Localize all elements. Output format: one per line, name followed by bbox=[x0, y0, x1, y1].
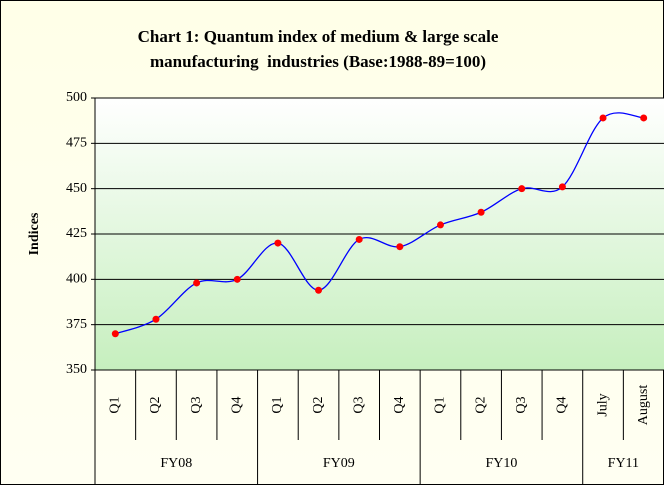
data-point bbox=[355, 235, 363, 243]
data-point bbox=[152, 315, 160, 323]
data-point bbox=[274, 239, 282, 247]
y-axis-label: Indices bbox=[27, 212, 42, 255]
x-tick-label: Q2 bbox=[473, 396, 488, 413]
group-label: FY10 bbox=[485, 456, 517, 471]
data-point bbox=[193, 279, 201, 287]
data-point bbox=[315, 286, 323, 294]
x-tick-label: Q1 bbox=[270, 396, 285, 413]
x-tick-label: Q4 bbox=[392, 396, 407, 413]
x-tick-label: August bbox=[636, 385, 651, 426]
data-point bbox=[518, 185, 526, 193]
y-tick-label: 400 bbox=[66, 272, 87, 287]
data-point bbox=[558, 183, 566, 191]
data-point bbox=[396, 243, 404, 251]
x-tick-label: July bbox=[595, 393, 610, 416]
data-point bbox=[436, 221, 444, 229]
x-tick-label: Q4 bbox=[229, 396, 244, 413]
x-tick-label: Q3 bbox=[514, 396, 529, 413]
x-tick-label: Q1 bbox=[108, 396, 123, 413]
chart-title: manufacturing industries (Base:1988-89=1… bbox=[150, 52, 486, 71]
data-point bbox=[599, 114, 607, 122]
data-point bbox=[233, 275, 241, 283]
x-tick-label: Q4 bbox=[555, 396, 570, 413]
x-tick-label: Q3 bbox=[189, 396, 204, 413]
y-tick-label: 375 bbox=[66, 317, 87, 332]
data-point bbox=[477, 208, 485, 216]
x-tick-label: Q1 bbox=[433, 396, 448, 413]
data-point bbox=[111, 330, 119, 338]
group-label: FY08 bbox=[160, 456, 192, 471]
data-point bbox=[640, 114, 648, 122]
x-tick-label: Q2 bbox=[311, 396, 326, 413]
y-tick-label: 500 bbox=[66, 90, 87, 105]
group-label: FY09 bbox=[323, 456, 355, 471]
x-tick-label: Q3 bbox=[351, 396, 366, 413]
y-tick-label: 350 bbox=[66, 362, 87, 377]
group-label: FY11 bbox=[608, 456, 639, 471]
y-tick-label: 425 bbox=[66, 226, 87, 241]
y-tick-label: 475 bbox=[66, 136, 87, 151]
x-tick-label: Q2 bbox=[148, 396, 163, 413]
y-tick-label: 450 bbox=[66, 181, 87, 196]
chart-title: Chart 1: Quantum index of medium & large… bbox=[138, 27, 499, 46]
